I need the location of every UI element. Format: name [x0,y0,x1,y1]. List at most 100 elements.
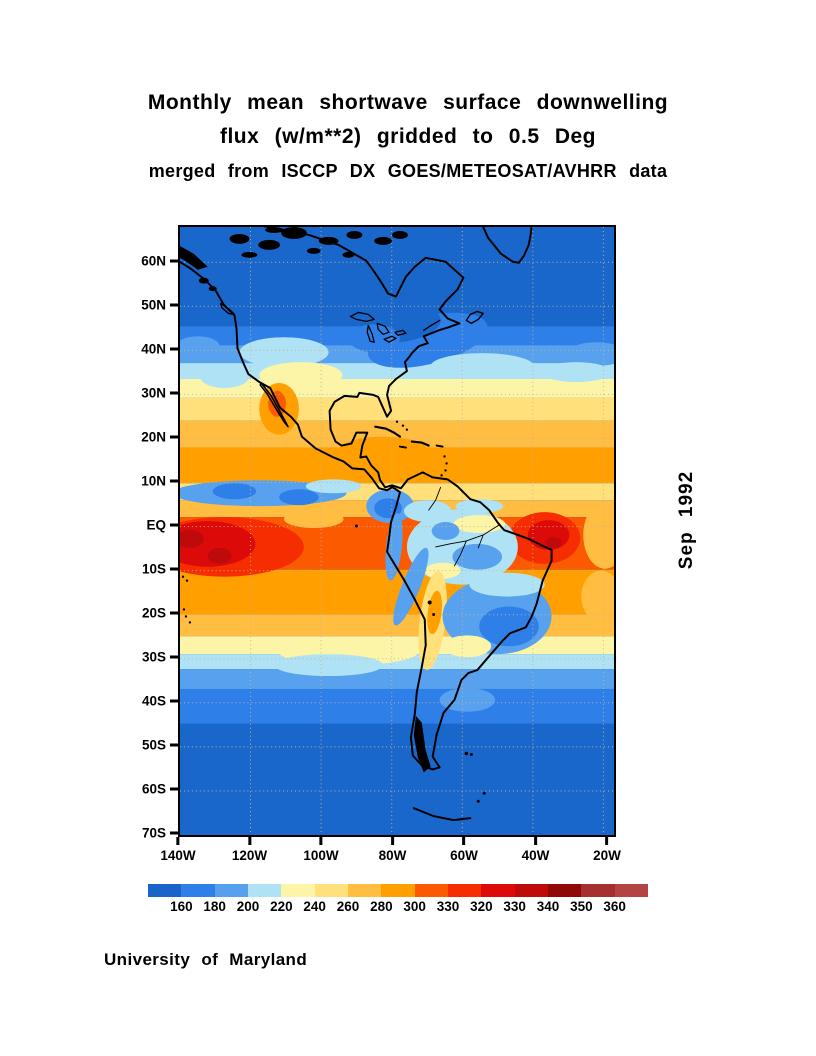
longitude-tick-label: 100W [303,848,339,863]
longitude-tick-mark [176,837,180,845]
lat-tick-row: 20S [142,606,178,621]
latitude-tick-label: 40N [141,341,166,357]
latitude-tick-mark [170,567,178,571]
latitude-tick-label: 20N [141,429,166,445]
credit-text: University of Maryland [104,950,308,969]
colorbar-segment [514,884,548,897]
title-line-2: flux (w/m**2) gridded to 0.5 Deg [219,125,597,148]
colorbar-tick-label: 220 [270,899,293,914]
colorbar-tick-label: 180 [203,899,226,914]
title-line-3: merged from ISCCP DX GOES/METEOSAT/AVHRR… [148,161,668,181]
longitude-tick-label: 20W [593,848,621,863]
longitude-tick-mark [390,837,394,845]
latitude-tick-label: 60S [141,781,166,797]
colorbar-segment [614,884,648,897]
longitude-tick-mark [462,837,466,845]
latitude-tick-label: EQ [146,517,166,533]
lat-tick-row: EQ [146,518,178,533]
latitude-tick-label: 50S [141,737,166,753]
lon-tick-row: 60W [450,837,478,863]
lat-tick-row: 30N [141,386,178,401]
colorbar-segment [181,884,215,897]
colorbar-segment [214,884,248,897]
latitude-tick-label: 50N [141,297,166,313]
lat-tick-row: 20N [141,430,178,445]
latitude-tick-label: 30N [141,385,166,401]
colorbar-tick-label: 160 [170,899,193,914]
lon-tick-row: 20W [593,837,621,863]
colorbar-segment [381,884,415,897]
date-label: Sep 1992 [676,470,697,570]
lat-tick-row: 50N [141,298,178,313]
flux-map-svg [180,227,614,835]
latitude-tick-mark [170,435,178,439]
latitude-tick-label: 30S [141,649,166,665]
longitude-tick-mark [319,837,323,845]
colorbar-tick-label: 320 [470,899,493,914]
colorbar-segment [481,884,515,897]
colorbar-tick-label: 330 [436,899,460,914]
latitude-tick-label: 70S [141,825,166,841]
longitude-tick-label: 40W [521,848,550,863]
colorbar-tick-label: 280 [370,899,393,914]
latitude-tick-mark [170,303,178,307]
lat-tick-row: 60S [142,782,178,797]
lat-tick-row: 70S [142,826,178,841]
figure-title: Monthly mean shortwave surface downwelli… [0,86,816,188]
colorbar-tick-label: 200 [236,899,260,914]
colorbar-tick-label: 340 [536,899,560,914]
longitude-tick-mark [248,837,251,845]
lat-tick-row: 10S [142,562,178,577]
latitude-tick-mark [170,743,178,747]
lat-tick-row: 10N [141,474,178,489]
latitude-tick-label: 40S [141,693,166,709]
lon-tick-row: 140W [160,837,196,863]
latitude-tick-mark [170,347,178,351]
colorbar-tick-label: 260 [336,899,360,914]
lon-tick-row: 80W [378,837,407,863]
latitude-tick-mark [170,479,178,483]
map-plot-area [178,225,616,837]
lat-tick-row: 40N [141,342,178,357]
latitude-tick-label: 10N [141,473,166,489]
latitude-tick-mark [170,831,178,835]
map-anomaly-blobs [180,309,614,712]
latitude-tick-mark [170,259,178,263]
lat-tick-row: 30S [142,650,178,665]
latitude-tick-label: 20S [141,605,166,621]
colorbar-segment [281,884,315,897]
latitude-axis: 60N 50N 40N 30N 20N 10N EQ 10S 20S 30S 40S 50S 60S 70… [118,225,178,841]
colorbar-tick-label: 300 [403,899,426,914]
lat-tick-row: 60N [141,254,178,269]
latitude-tick-label: 60N [141,253,166,269]
lon-tick-row: 100W [303,837,339,863]
longitude-tick-label: 80W [378,848,407,863]
colorbar-tick-label: 330 [503,899,526,914]
latitude-tick-mark [170,391,178,395]
colorbar-segment [314,884,348,897]
longitude-tick-label: 60W [450,848,478,863]
lon-tick-row: 120W [232,837,267,863]
longitude-tick-mark [533,837,537,845]
map-island-fills [180,227,486,803]
lat-tick-row: 40S [142,694,178,709]
lat-tick-row: 50S [142,738,178,753]
colorbar-segment [414,884,448,897]
latitude-tick-mark [170,787,178,791]
title-line-1: Monthly mean shortwave surface downwelli… [147,91,669,114]
longitude-tick-label: 140W [160,848,196,863]
colorbar [148,884,648,897]
colorbar-tick-label: 240 [303,899,326,914]
lon-tick-row: 40W [521,837,550,863]
longitude-tick-label: 120W [231,848,268,863]
colorbar-segment [547,884,582,897]
colorbar-segment [247,884,282,897]
latitude-tick-mark [170,655,178,659]
colorbar-segment [148,884,182,897]
longitude-tick-mark [605,837,609,845]
colorbar-labels: 160 180 200 220 240 260 280 300 330 320 330 340 350 3… [148,899,648,917]
colorbar-tick-label: 360 [603,899,626,914]
map-coastlines [180,227,553,822]
latitude-tick-mark [170,699,178,703]
